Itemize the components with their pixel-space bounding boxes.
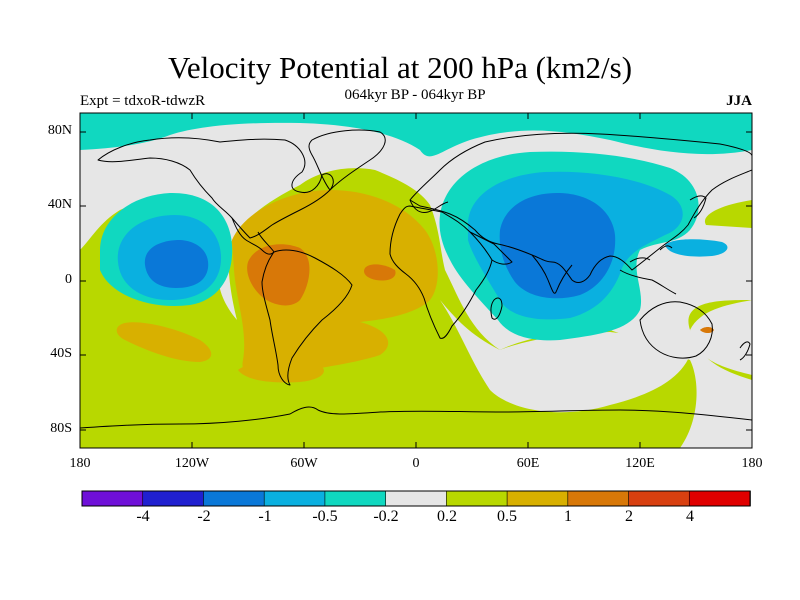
colorbar-swatch bbox=[446, 490, 508, 507]
americas-positive-region bbox=[232, 190, 438, 379]
arabia-coast bbox=[469, 231, 513, 265]
lon-tick-label: 120E bbox=[625, 456, 655, 471]
contour-field bbox=[80, 113, 752, 448]
colorbar-swatch bbox=[506, 490, 569, 507]
axis-ticks bbox=[79, 113, 753, 448]
colorbar-swatch bbox=[385, 490, 448, 507]
japan-coast bbox=[689, 195, 707, 219]
page-title: Velocity Potential at 200 hPa (km2/s) bbox=[167, 50, 633, 85]
lat-tick-label: 40N bbox=[47, 197, 72, 212]
tasman-small-positive bbox=[700, 327, 714, 333]
coastlines bbox=[80, 129, 752, 429]
australia-coast bbox=[639, 301, 713, 359]
east-pacific-minus-one bbox=[144, 240, 209, 288]
colorbar-label: 0.5 bbox=[497, 508, 517, 525]
colorbar-border bbox=[81, 490, 751, 507]
colorbar-swatch bbox=[567, 490, 630, 507]
colorbar-swatch bbox=[324, 490, 387, 507]
lon-tick-label: 0 bbox=[412, 456, 420, 471]
lon-tick-label: 180 bbox=[69, 456, 91, 471]
eurasia-coast bbox=[409, 132, 752, 283]
colorbar-swatch bbox=[688, 490, 751, 507]
southeast-pacific-near-zero bbox=[690, 300, 752, 375]
south-atlantic-near-zero-region bbox=[440, 300, 690, 413]
colorbar-label: 4 bbox=[686, 508, 694, 525]
map-frame bbox=[79, 112, 753, 449]
south-pacific-positive-blob bbox=[116, 322, 212, 362]
lon-tick-label: 120W bbox=[174, 456, 210, 471]
india-coast bbox=[531, 254, 573, 294]
colorbar-swatch bbox=[142, 490, 205, 507]
colorbar-swatch bbox=[628, 490, 691, 507]
atlantic-max-blob bbox=[364, 264, 396, 281]
southeast-asia-islands bbox=[619, 245, 677, 295]
gulf-central-america bbox=[231, 217, 275, 255]
south-america-coast bbox=[261, 249, 353, 386]
colorbar-swatch bbox=[81, 490, 144, 507]
colorbar-label: -0.2 bbox=[373, 508, 399, 525]
lat-tick-label: 0 bbox=[65, 272, 72, 287]
colorbar-swatch bbox=[263, 490, 326, 507]
period-label: 064kyr BP - 064kyr BP bbox=[344, 87, 486, 103]
west-pacific-small-negative bbox=[665, 239, 728, 257]
madagascar-coast bbox=[490, 297, 503, 320]
africa-coast bbox=[389, 205, 493, 339]
colorbar-label: -4 bbox=[136, 508, 150, 525]
colorbar-label: 0.2 bbox=[437, 508, 457, 525]
arctic-minus-band bbox=[80, 113, 752, 157]
asia-minus-one-region bbox=[499, 192, 616, 299]
lon-tick-label: 180 bbox=[741, 456, 763, 471]
lat-tick-label: 80S bbox=[50, 421, 72, 436]
south-atlantic-positive-blob bbox=[238, 360, 324, 383]
colorbar-label: -1 bbox=[258, 508, 272, 525]
lat-tick-label: 40S bbox=[50, 346, 72, 361]
antarctica-coast bbox=[80, 406, 752, 429]
new-zealand-coast bbox=[739, 341, 751, 361]
colorbar-label: 1 bbox=[564, 508, 572, 525]
colorbar bbox=[81, 490, 751, 507]
north-america-coast bbox=[97, 137, 334, 239]
greenland-coast bbox=[308, 129, 386, 191]
lon-tick-label: 60W bbox=[290, 456, 318, 471]
lon-tick-label: 60E bbox=[516, 456, 540, 471]
experiment-label: Expt = tdxoR-tdwzR bbox=[80, 93, 206, 109]
colorbar-swatch bbox=[203, 490, 265, 507]
colorbar-label: -2 bbox=[197, 508, 211, 525]
colorbar-label: -0.5 bbox=[312, 508, 338, 525]
colorbar-label: 2 bbox=[625, 508, 633, 525]
colorbar-swatches bbox=[81, 490, 751, 507]
lat-tick-label: 80N bbox=[47, 123, 72, 138]
season-label: JJA bbox=[726, 93, 752, 109]
